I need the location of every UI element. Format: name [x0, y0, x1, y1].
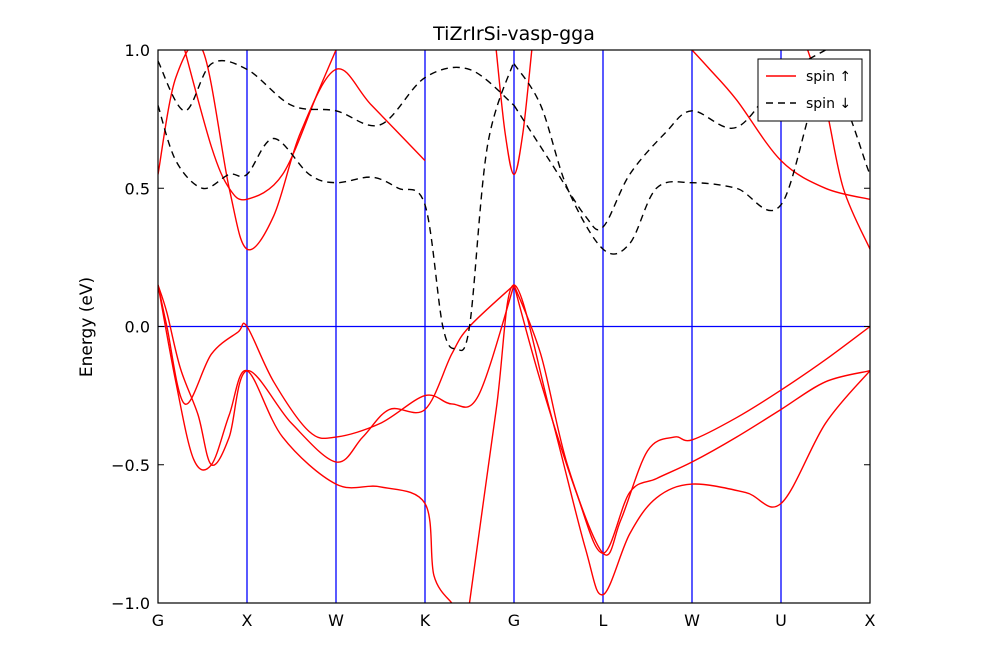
spin-up-band-line — [495, 50, 533, 176]
spin-up-band-line — [184, 50, 337, 201]
spin-up-band-line — [158, 284, 515, 440]
spin-up-band-line — [158, 284, 515, 466]
spin-up-band-line — [158, 284, 453, 603]
legend-box — [757, 58, 863, 122]
y-tick-label: −1.0 — [111, 594, 150, 613]
x-tick-label: X — [242, 611, 253, 630]
y-tick-label: 0.5 — [125, 179, 150, 198]
spin-down-band-line — [158, 59, 515, 127]
chart-title: TiZrIrSi-vasp-gga — [432, 23, 595, 45]
spin-up-band-line — [468, 284, 870, 603]
x-tick-label: X — [865, 611, 876, 630]
spin-up-band-line — [158, 50, 426, 251]
y-tick-label: −0.5 — [111, 456, 150, 475]
x-tick-label: L — [599, 611, 608, 630]
band-lines — [158, 50, 870, 603]
x-tick-label: G — [152, 611, 164, 630]
x-tick-label: W — [328, 611, 344, 630]
y-axis-title: Energy (eV) — [77, 277, 97, 377]
x-tick-label: G — [508, 611, 520, 630]
y-tick-label: 0.0 — [125, 318, 150, 337]
spin-up-band-line — [691, 50, 870, 200]
spin-up-band-line — [513, 284, 870, 556]
y-tick-label: 1.0 — [125, 41, 150, 60]
spin-down-band-line — [158, 60, 515, 352]
x-tick-label: W — [684, 611, 700, 630]
x-tick-label: K — [420, 611, 431, 630]
legend-spin-down-label: spin ↓ — [806, 96, 851, 112]
x-tick-label: U — [775, 611, 787, 630]
y-axis-ticks: −1.0 −0.5 0.0 0.5 1.0 — [111, 41, 870, 613]
legend: spin ↑ spin ↓ — [757, 58, 863, 122]
legend-spin-up-label: spin ↑ — [806, 69, 851, 85]
